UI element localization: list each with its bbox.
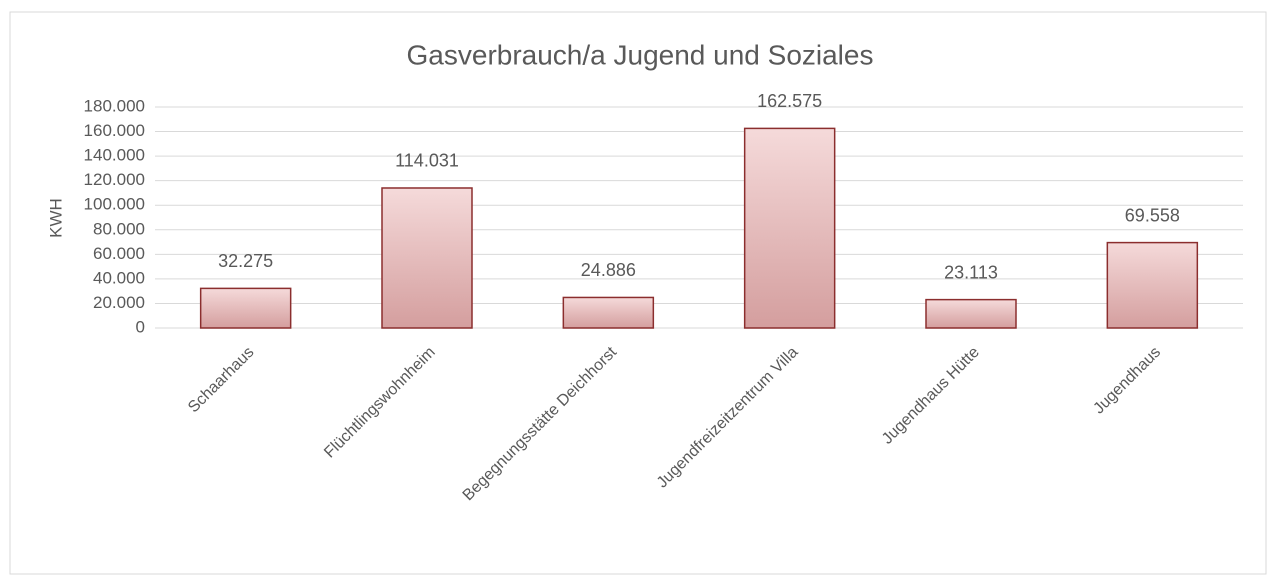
y-tick-label: 0 (136, 317, 145, 336)
value-label: 23.113 (944, 262, 998, 282)
bar (381, 187, 473, 329)
y-tick-label: 40.000 (93, 268, 145, 287)
value-label: 162.575 (757, 91, 822, 111)
bar (199, 287, 292, 329)
bar (562, 296, 655, 329)
chart-title: Gasverbrauch/a Jugend und Soziales (407, 39, 874, 70)
value-label: 114.031 (395, 151, 459, 171)
y-tick-label: 80.000 (93, 219, 145, 238)
value-label: 69.558 (1125, 205, 1180, 225)
bar (925, 298, 1017, 329)
y-tick-label: 20.000 (93, 293, 145, 312)
y-tick-label: 160.000 (84, 121, 145, 140)
y-tick-label: 60.000 (93, 244, 145, 263)
bar (743, 127, 836, 329)
chart-border (9, 11, 1267, 575)
y-tick-label: 180.000 (84, 96, 145, 115)
bar (1106, 241, 1199, 329)
value-label: 32.275 (218, 251, 273, 271)
y-tick-label: 120.000 (84, 170, 145, 189)
y-tick-label: 140.000 (84, 146, 145, 165)
value-label: 24.886 (581, 260, 636, 280)
y-axis-label: KWH (46, 198, 65, 238)
y-tick-label: 100.000 (84, 195, 145, 214)
